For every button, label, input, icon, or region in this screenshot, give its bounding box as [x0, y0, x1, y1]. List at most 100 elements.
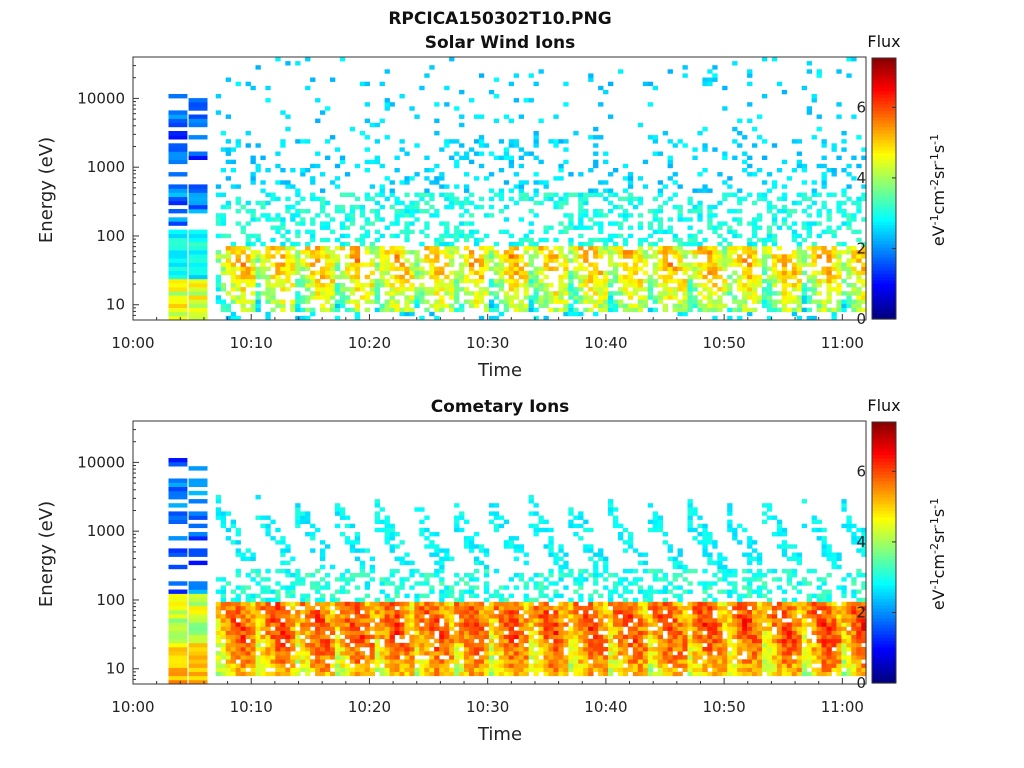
spectrogram-cell [488, 638, 495, 644]
spectrogram-cell [339, 618, 346, 623]
spectrogram-cell [667, 270, 673, 276]
spectrogram-cell [702, 266, 708, 271]
spectrogram-cell [796, 200, 802, 206]
spectrogram-cell [364, 221, 370, 226]
spectrogram-cell [464, 246, 470, 251]
spectrogram-cell [290, 184, 296, 189]
spectrogram-cell [762, 291, 768, 296]
spectrogram-cell [310, 163, 316, 169]
spectrogram-cell [732, 250, 738, 255]
spectrogram-cell [285, 274, 291, 280]
spectrogram-cell [806, 246, 812, 251]
spectrogram-cell [215, 671, 222, 677]
spectrogram-cell [573, 225, 579, 230]
spectrogram-cell [493, 262, 500, 267]
spectrogram-cell [588, 647, 594, 652]
spectrogram-cell [419, 295, 425, 300]
spectrogram-cell [434, 307, 440, 313]
spectrogram-cell [488, 303, 495, 308]
spectrogram-cell [250, 266, 256, 271]
spectrogram-cell [518, 548, 524, 553]
spectrogram-cell [608, 283, 614, 288]
spectrogram-cell [618, 593, 624, 598]
spectrogram-cell [508, 540, 514, 545]
spectrogram-cell [622, 540, 629, 545]
spectrogram-cell [533, 180, 539, 185]
spectrogram-cell [757, 237, 763, 243]
spectrogram-cell [523, 180, 529, 185]
spectrogram-cell [310, 532, 316, 537]
spectrogram-cell [409, 209, 415, 214]
spectrogram-cell [464, 278, 470, 284]
spectrogram-cell [677, 184, 683, 189]
spectrogram-cell [364, 283, 370, 288]
spectrogram-cell [528, 663, 534, 668]
spectrogram-cell [399, 610, 405, 615]
spectrogram-cell [188, 593, 208, 598]
spectrogram-cell [250, 233, 256, 239]
spectrogram-cell [449, 241, 455, 247]
spectrogram-cell [429, 287, 435, 292]
spectrogram-cell [488, 642, 495, 648]
spectrogram-cell [747, 102, 753, 107]
spectrogram-cell [374, 605, 380, 611]
spectrogram-cell [188, 262, 208, 267]
spectrogram-cell [771, 143, 778, 148]
spectrogram-cell [220, 614, 226, 619]
spectrogram-cell [225, 266, 231, 271]
spectrogram-cell [508, 250, 514, 255]
spectrogram-cell [374, 659, 380, 664]
spectrogram-cell [578, 568, 584, 574]
spectrogram-cell [836, 204, 842, 210]
colorbar-segment [872, 129, 896, 134]
spectrogram-cell [831, 315, 837, 321]
spectrogram-cell [568, 225, 574, 230]
spectrogram-cell [513, 544, 519, 549]
spectrogram-cell [766, 209, 773, 214]
spectrogram-cell [349, 634, 356, 640]
spectrogram-cell [295, 291, 301, 296]
spectrogram-cell [389, 597, 395, 603]
colorbar-segment [872, 119, 896, 124]
spectrogram-cell [672, 307, 678, 313]
spectrogram-cell [801, 299, 807, 304]
spectrogram-cell [513, 200, 519, 206]
spectrogram-cell [330, 77, 336, 82]
spectrogram-cell [349, 299, 356, 304]
spectrogram-cell [334, 315, 341, 321]
spectrogram-cell [483, 659, 490, 664]
spectrogram-cell [188, 250, 208, 255]
spectrogram-cell [578, 262, 584, 267]
spectrogram-cell [846, 246, 852, 251]
spectrogram-cell [478, 274, 485, 280]
spectrogram-cell [334, 626, 341, 631]
spectrogram-cell [503, 544, 510, 549]
spectrogram-cell [188, 192, 208, 197]
spectrogram-cell [588, 642, 594, 648]
spectrogram-cell [354, 667, 361, 672]
spectrogram-cell [608, 622, 614, 627]
spectrogram-cell [265, 610, 271, 615]
spectrogram-cell [230, 659, 236, 664]
spectrogram-cell [459, 89, 465, 95]
spectrogram-cell [593, 188, 599, 193]
spectrogram-cell [518, 274, 524, 280]
spectrogram-cell [493, 651, 500, 656]
spectrogram-cell [459, 204, 465, 210]
spectrogram-cell [394, 647, 400, 652]
spectrogram-cell [493, 647, 500, 652]
spectrogram-cell [677, 266, 683, 271]
spectrogram-cell [558, 568, 564, 574]
spectrogram-cell [618, 250, 624, 255]
spectrogram-cell [523, 659, 529, 664]
spectrogram-cell [474, 622, 480, 627]
spectrogram-cell [280, 110, 286, 115]
spectrogram-cell [300, 667, 306, 672]
spectrogram-cell [439, 278, 445, 284]
spectrogram-cell [429, 270, 435, 276]
spectrogram-cell [727, 176, 733, 181]
spectrogram-cell [250, 172, 256, 177]
spectrogram-cell [677, 307, 683, 313]
spectrogram-cell [613, 581, 619, 586]
spectrogram-cell [632, 667, 639, 672]
